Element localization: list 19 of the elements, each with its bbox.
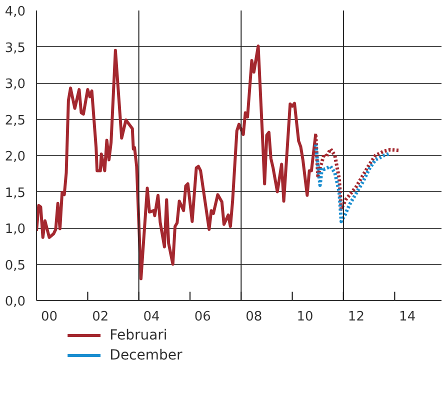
y-tick-label: 1,5 [4,186,26,201]
y-tick-label: 4,0 [4,4,26,20]
x-tick-label: 00 [40,310,58,324]
x-tick-label: 06 [194,310,211,324]
y-tick-label: 3,0 [4,77,26,92]
y-tick-label: 3,5 [4,40,26,56]
y-tick-label: 2,5 [4,113,26,128]
y-tick-label: 1,0 [4,222,26,237]
y-tick-label: 2,0 [4,150,26,164]
x-tick-label: 12 [348,310,364,324]
y-tick-label: 0,5 [4,258,26,274]
legend-label: December [110,348,183,364]
y-tick-label: 0,0 [4,294,26,310]
x-tick-label: 04 [143,310,160,324]
legend-label: Februari [110,328,168,344]
x-tick-label: 14 [399,310,416,324]
x-tick-label: 02 [92,310,109,324]
x-tick-label: 10 [296,310,314,324]
x-tick-label: 08 [246,310,262,324]
